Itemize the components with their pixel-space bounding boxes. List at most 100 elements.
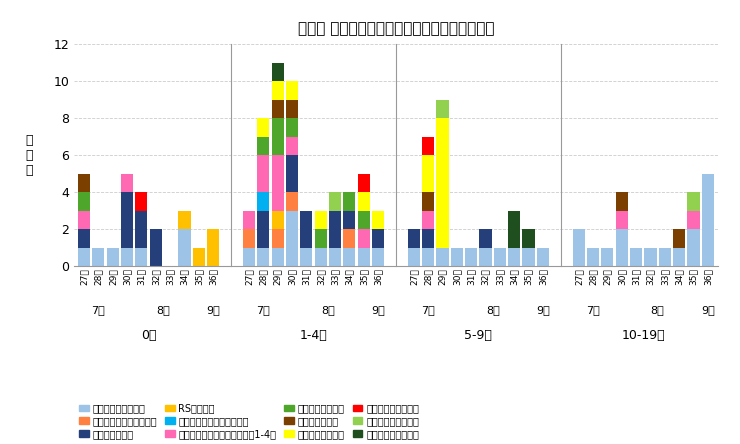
Bar	[272, 248, 283, 266]
Bar	[408, 248, 420, 266]
Bar	[480, 230, 491, 248]
Bar	[372, 248, 384, 266]
Bar	[286, 192, 298, 211]
Bar	[616, 192, 628, 211]
Bar	[357, 192, 370, 211]
Bar	[645, 248, 656, 266]
Bar	[258, 119, 269, 137]
Text: 7月: 7月	[586, 305, 600, 315]
Bar	[135, 248, 147, 266]
Bar	[343, 248, 355, 266]
Bar	[314, 230, 327, 248]
Bar	[272, 119, 283, 155]
Bar	[286, 119, 298, 137]
Bar	[192, 248, 205, 266]
Bar	[687, 230, 699, 266]
Title: 年齢別 病原体検出数の推移　（不検出を除く）: 年齢別 病原体検出数の推移 （不検出を除く）	[297, 21, 494, 36]
Bar	[258, 248, 269, 266]
Bar	[258, 137, 269, 155]
Bar	[422, 211, 434, 230]
Bar	[573, 230, 585, 266]
Bar	[286, 137, 298, 155]
Bar	[357, 248, 370, 266]
Bar	[329, 211, 341, 248]
Text: 10-19歳: 10-19歳	[622, 329, 665, 342]
Bar	[286, 100, 298, 119]
Bar	[422, 230, 434, 248]
Bar	[121, 174, 133, 192]
Bar	[243, 230, 255, 248]
Bar	[508, 211, 520, 248]
Bar	[357, 230, 370, 248]
Bar	[121, 192, 133, 248]
Text: 8月: 8月	[321, 305, 334, 315]
Bar	[178, 230, 190, 266]
Bar	[258, 211, 269, 248]
Bar	[357, 211, 370, 230]
Bar	[372, 211, 384, 230]
Text: 9月: 9月	[206, 305, 220, 315]
Bar	[357, 174, 370, 192]
Bar	[343, 192, 355, 211]
Bar	[300, 211, 312, 248]
Bar	[300, 248, 312, 266]
Legend: 新型コロナウイルス, インフルエンザウイルス, ライノウイルス, RSウイルス, ヒトメタニューモウイルス, パラインフルエンザウイルス1-4型, ヒトボカウイ: 新型コロナウイルス, インフルエンザウイルス, ライノウイルス, RSウイルス,…	[79, 403, 419, 439]
Bar	[272, 100, 283, 119]
Text: 7月: 7月	[421, 305, 435, 315]
Text: 8月: 8月	[156, 305, 169, 315]
Bar	[135, 211, 147, 248]
Bar	[437, 248, 448, 266]
Text: 検
出
数: 検 出 数	[25, 134, 33, 177]
Bar	[272, 63, 283, 81]
Bar	[107, 248, 119, 266]
Bar	[286, 81, 298, 100]
Bar	[272, 230, 283, 248]
Bar	[437, 119, 448, 248]
Bar	[408, 230, 420, 248]
Bar	[630, 248, 642, 266]
Bar	[465, 248, 477, 266]
Bar	[78, 211, 90, 230]
Bar	[522, 248, 534, 266]
Bar	[243, 211, 255, 230]
Bar	[272, 211, 283, 230]
Bar	[314, 248, 327, 266]
Bar	[480, 248, 491, 266]
Bar	[272, 81, 283, 100]
Bar	[616, 211, 628, 230]
Text: 8月: 8月	[486, 305, 500, 315]
Bar	[258, 155, 269, 192]
Bar	[702, 174, 714, 266]
Text: 9月: 9月	[371, 305, 385, 315]
Text: 1-4歳: 1-4歳	[300, 329, 327, 342]
Bar	[258, 192, 269, 211]
Bar	[422, 155, 434, 192]
Bar	[92, 248, 104, 266]
Bar	[314, 211, 327, 230]
Bar	[149, 230, 162, 266]
Bar	[616, 230, 628, 266]
Bar	[587, 248, 599, 266]
Text: 8月: 8月	[650, 305, 665, 315]
Bar	[673, 248, 685, 266]
Bar	[78, 230, 90, 248]
Bar	[522, 230, 534, 248]
Bar	[78, 174, 90, 192]
Bar	[343, 230, 355, 248]
Bar	[451, 248, 463, 266]
Text: 7月: 7月	[92, 305, 105, 315]
Bar	[78, 248, 90, 266]
Bar	[329, 248, 341, 266]
Bar	[673, 230, 685, 248]
Bar	[286, 211, 298, 266]
Bar	[286, 155, 298, 192]
Text: 9月: 9月	[701, 305, 715, 315]
Text: 5-9歳: 5-9歳	[465, 329, 492, 342]
Bar	[135, 192, 147, 211]
Text: 7月: 7月	[256, 305, 270, 315]
Bar	[536, 248, 549, 266]
Bar	[508, 248, 520, 266]
Bar	[178, 211, 190, 230]
Bar	[272, 155, 283, 211]
Bar	[422, 137, 434, 155]
